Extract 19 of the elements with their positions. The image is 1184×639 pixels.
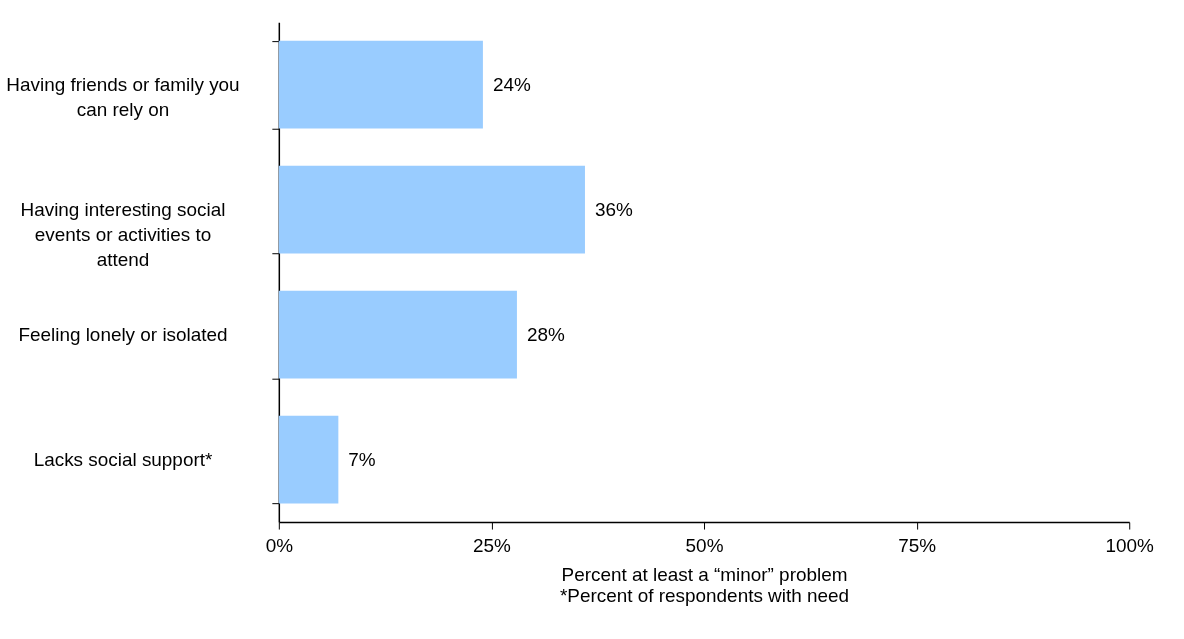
y-tick-label: Having interesting social events or activities to attend: [20, 199, 226, 270]
bar: [278, 415, 339, 504]
y-tick-label: Feeling lonely or isolated: [18, 324, 228, 346]
x-tick-label: 50%: [685, 535, 724, 557]
bar: [278, 40, 483, 129]
data-label: 28%: [526, 323, 565, 345]
bar: [278, 165, 585, 254]
data-label: 24%: [492, 73, 531, 95]
x-tick-label: 0%: [265, 535, 294, 557]
x-tick-label: 75%: [898, 535, 937, 557]
bar: [278, 290, 517, 379]
x-tick-label: 25%: [473, 535, 512, 557]
x-axis-title: Percent at least a “minor” problem: [561, 564, 848, 586]
x-tick-label: 100%: [1105, 535, 1155, 557]
data-label: 7%: [348, 448, 376, 470]
text: *Percent of respondents with need: [560, 585, 850, 607]
data-label: 36%: [594, 198, 633, 220]
y-tick-label: Having friends or family you can rely on: [6, 74, 240, 121]
y-tick-label: Lacks social support*: [33, 449, 213, 471]
